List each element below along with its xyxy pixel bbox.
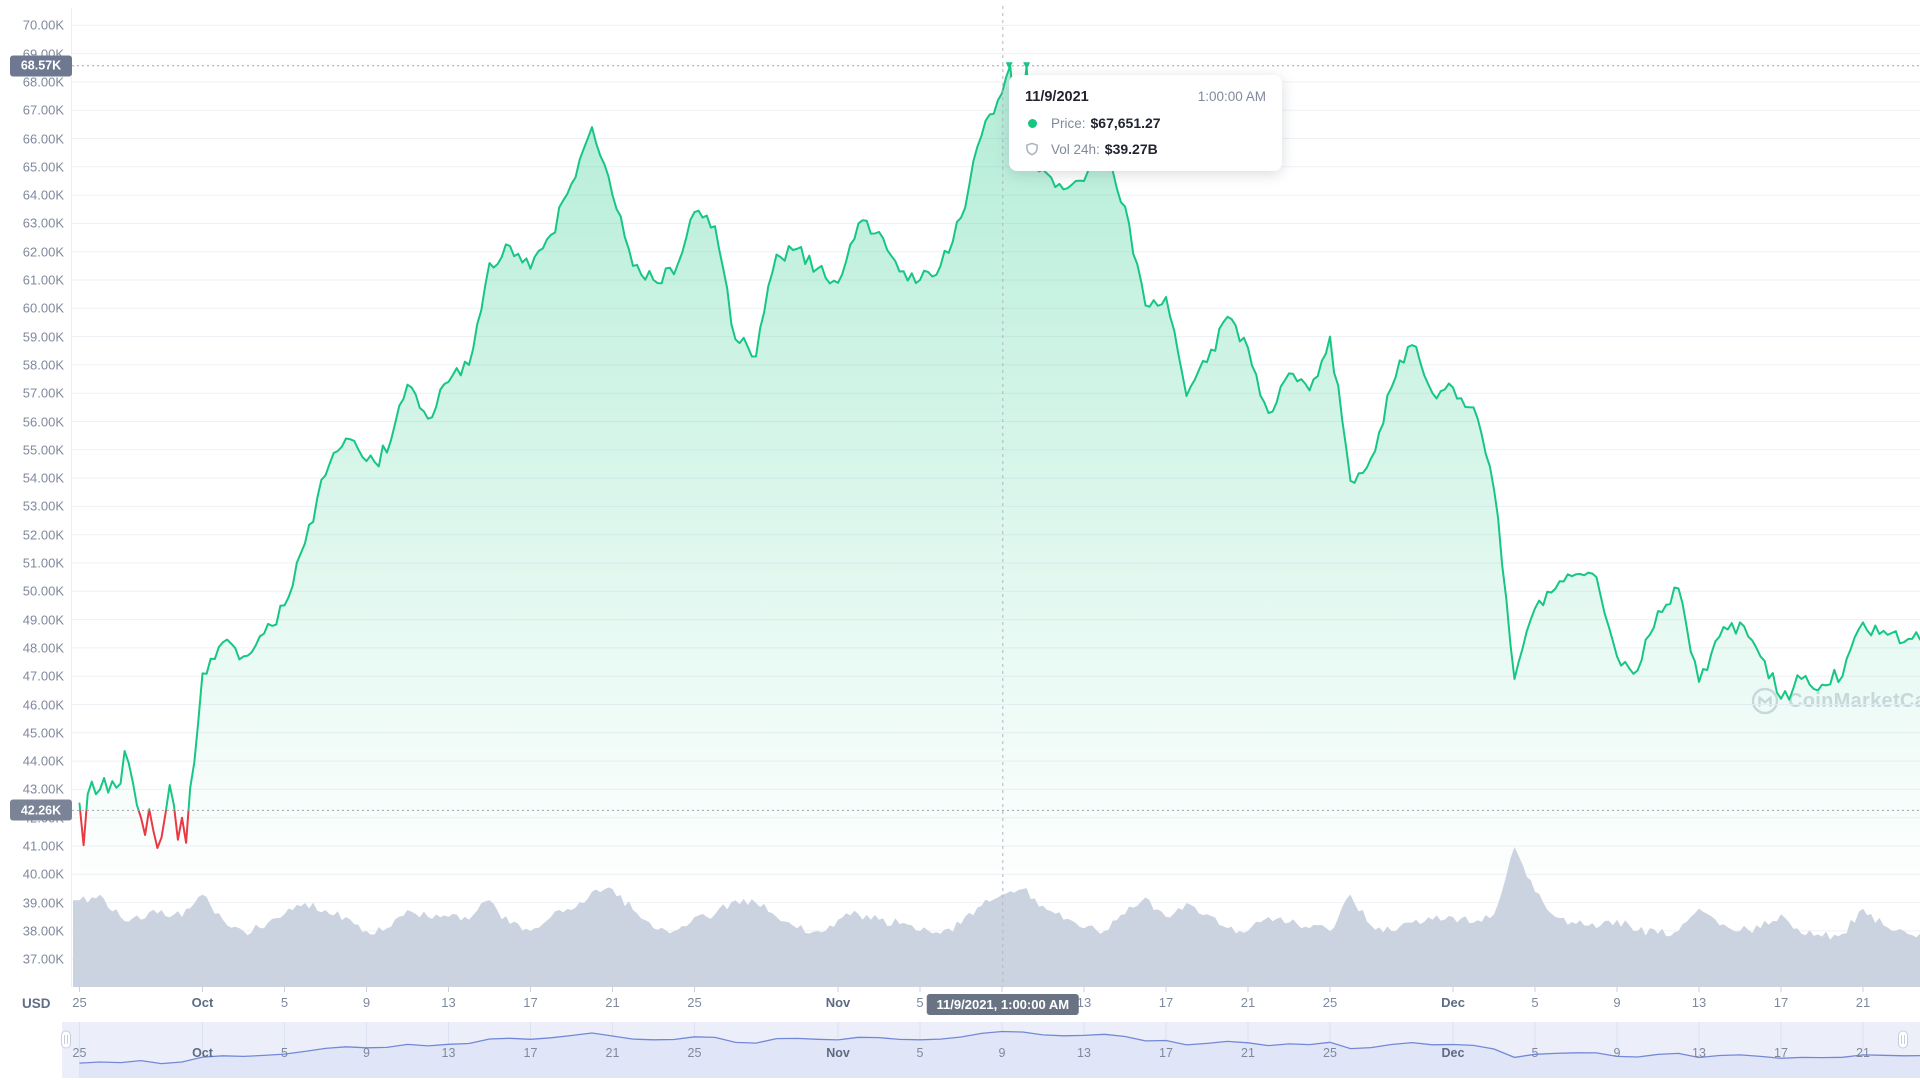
y-axis-label: 68.00K [22, 74, 64, 90]
navigator-date-label: 13 [441, 1046, 456, 1060]
x-axis-tick-label: 9 [1613, 995, 1621, 1010]
x-axis-tick-label: 5 [1531, 995, 1539, 1010]
y-axis-label: 47.00K [22, 668, 64, 684]
price-line [78, 64, 1920, 811]
navigator-date-label: 21 [1856, 1046, 1870, 1060]
tooltip-time: 1:00:00 AM [1197, 89, 1266, 104]
x-axis-tick-label: 13 [1691, 995, 1707, 1010]
x-axis-tick-label: 25 [687, 995, 702, 1010]
y-axis-label: 51.00K [22, 555, 64, 571]
navigator-date-label: 17 [1159, 1046, 1173, 1060]
navigator-date-label: 17 [523, 1046, 538, 1060]
y-axis-label: 56.00K [22, 414, 64, 429]
y-axis-label: 48.00K [22, 640, 64, 656]
navigator-date-label: 13 [1692, 1046, 1706, 1060]
y-axis-label: 67.00K [22, 102, 64, 118]
y-axis-label: 45.00K [22, 725, 64, 741]
x-axis-tick-label: 21 [1240, 995, 1256, 1010]
y-axis-label: 65.00K [22, 159, 64, 175]
navigator-date-label: 5 [1531, 1046, 1539, 1060]
navigator-line [79, 1030, 1920, 1065]
x-axis-tick-label: 13 [441, 995, 456, 1010]
x-axis-tick-label: 5 [280, 995, 289, 1010]
navigator-date-label: 5 [916, 1046, 924, 1060]
y-axis-label: 37.00K [22, 951, 64, 967]
x-axis-tick-label: 5 [916, 995, 924, 1010]
y-axis-label: 59.00K [22, 329, 64, 345]
volume-shield-icon [1025, 142, 1039, 156]
navigator-date-label: 9 [1613, 1046, 1621, 1060]
current-price-badge: 42.26K [10, 799, 72, 821]
price-dot-icon [1025, 118, 1039, 128]
ath-price-badge: 68.57K [10, 55, 72, 77]
navigator-date-label: 25 [72, 1046, 87, 1060]
y-axis-label: 53.00K [22, 498, 64, 514]
y-axis-label: 61.00K [22, 272, 64, 288]
navigator-area [79, 1031, 1920, 1078]
y-axis-label: 63.00K [22, 215, 64, 231]
y-axis-label: 41.00K [22, 838, 64, 854]
x-axis-tick-label: Dec [1441, 995, 1465, 1010]
y-axis-label: 60.00K [22, 300, 64, 316]
price-tooltip: 11/9/2021 1:00:00 AM Price: $67,651.27 V… [1009, 75, 1282, 171]
y-axis-label: 52.00K [22, 527, 64, 543]
y-axis-label: 70.00K [22, 17, 64, 33]
navigator-right-handle[interactable] [1898, 1030, 1908, 1049]
navigator-date-label: 21 [605, 1046, 620, 1060]
x-axis-tick-label: 17 [1158, 995, 1174, 1010]
y-axis-label: 46.00K [22, 697, 64, 712]
navigator-date-label: 25 [1323, 1046, 1337, 1060]
volume-area [73, 847, 1920, 987]
x-axis-tick-label: 17 [523, 995, 538, 1010]
ath-touch-marker [1005, 62, 1013, 70]
y-axis-label: 66.00K [22, 131, 64, 146]
navigator-date-label: 21 [1241, 1046, 1255, 1060]
x-axis-tick-label: 21 [1855, 995, 1871, 1010]
tooltip-date: 11/9/2021 [1025, 89, 1089, 105]
navigator-date-label: 17 [1774, 1046, 1788, 1060]
navigator-date-label: 5 [281, 1046, 288, 1060]
price-area-fill [79, 65, 1920, 988]
crosshair-date-badge: 11/9/2021, 1:00:00 AM [926, 994, 1080, 1015]
ath-touch-marker [1023, 62, 1031, 70]
y-axis-label: 64.00K [22, 187, 64, 203]
tooltip-price-value: $67,651.27 [1090, 115, 1161, 131]
x-axis-tick-label: 13 [1076, 995, 1092, 1010]
x-axis-tick-label: 21 [605, 995, 620, 1010]
x-axis-tick-label: 25 [1322, 995, 1338, 1010]
y-axis-label: 55.00K [22, 442, 64, 458]
x-axis-tick-label: Nov [825, 995, 851, 1010]
y-axis-label: 39.00K [22, 895, 64, 911]
tooltip-vol-label: Vol 24h: [1051, 141, 1100, 157]
navigator-date-label: Oct [192, 1046, 213, 1060]
y-axis-label: 50.00K [22, 583, 64, 599]
currency-label: USD [22, 996, 51, 1011]
y-axis-label: 57.00K [22, 385, 64, 401]
navigator-date-label: 9 [363, 1046, 370, 1060]
y-axis-label: 44.00K [22, 753, 64, 769]
tooltip-vol-value: $39.27B [1104, 141, 1158, 157]
navigator-date-label: 9 [998, 1046, 1006, 1060]
x-axis-tick-label: 9 [362, 995, 371, 1010]
navigator-left-handle[interactable] [61, 1030, 71, 1049]
y-axis-label: 49.00K [22, 612, 64, 628]
navigator-date-label: 25 [687, 1046, 702, 1060]
tooltip-price-label: Price: [1051, 115, 1086, 131]
y-axis-label: 40.00K [22, 866, 64, 882]
navigator-date-label: Nov [826, 1046, 850, 1060]
navigator-date-label: Dec [1441, 1046, 1465, 1060]
y-axis-label: 58.00K [22, 357, 64, 373]
y-axis-label: 62.00K [22, 244, 64, 260]
x-axis-tick-label: 25 [72, 995, 87, 1010]
x-axis-tick-label: Oct [191, 995, 214, 1010]
y-axis-label: 43.00K [22, 781, 64, 797]
x-axis-tick-label: 17 [1773, 995, 1789, 1010]
navigator-date-label: 13 [1077, 1046, 1091, 1060]
y-axis-label: 38.00K [22, 923, 64, 939]
y-axis-label: 54.00K [22, 470, 64, 486]
